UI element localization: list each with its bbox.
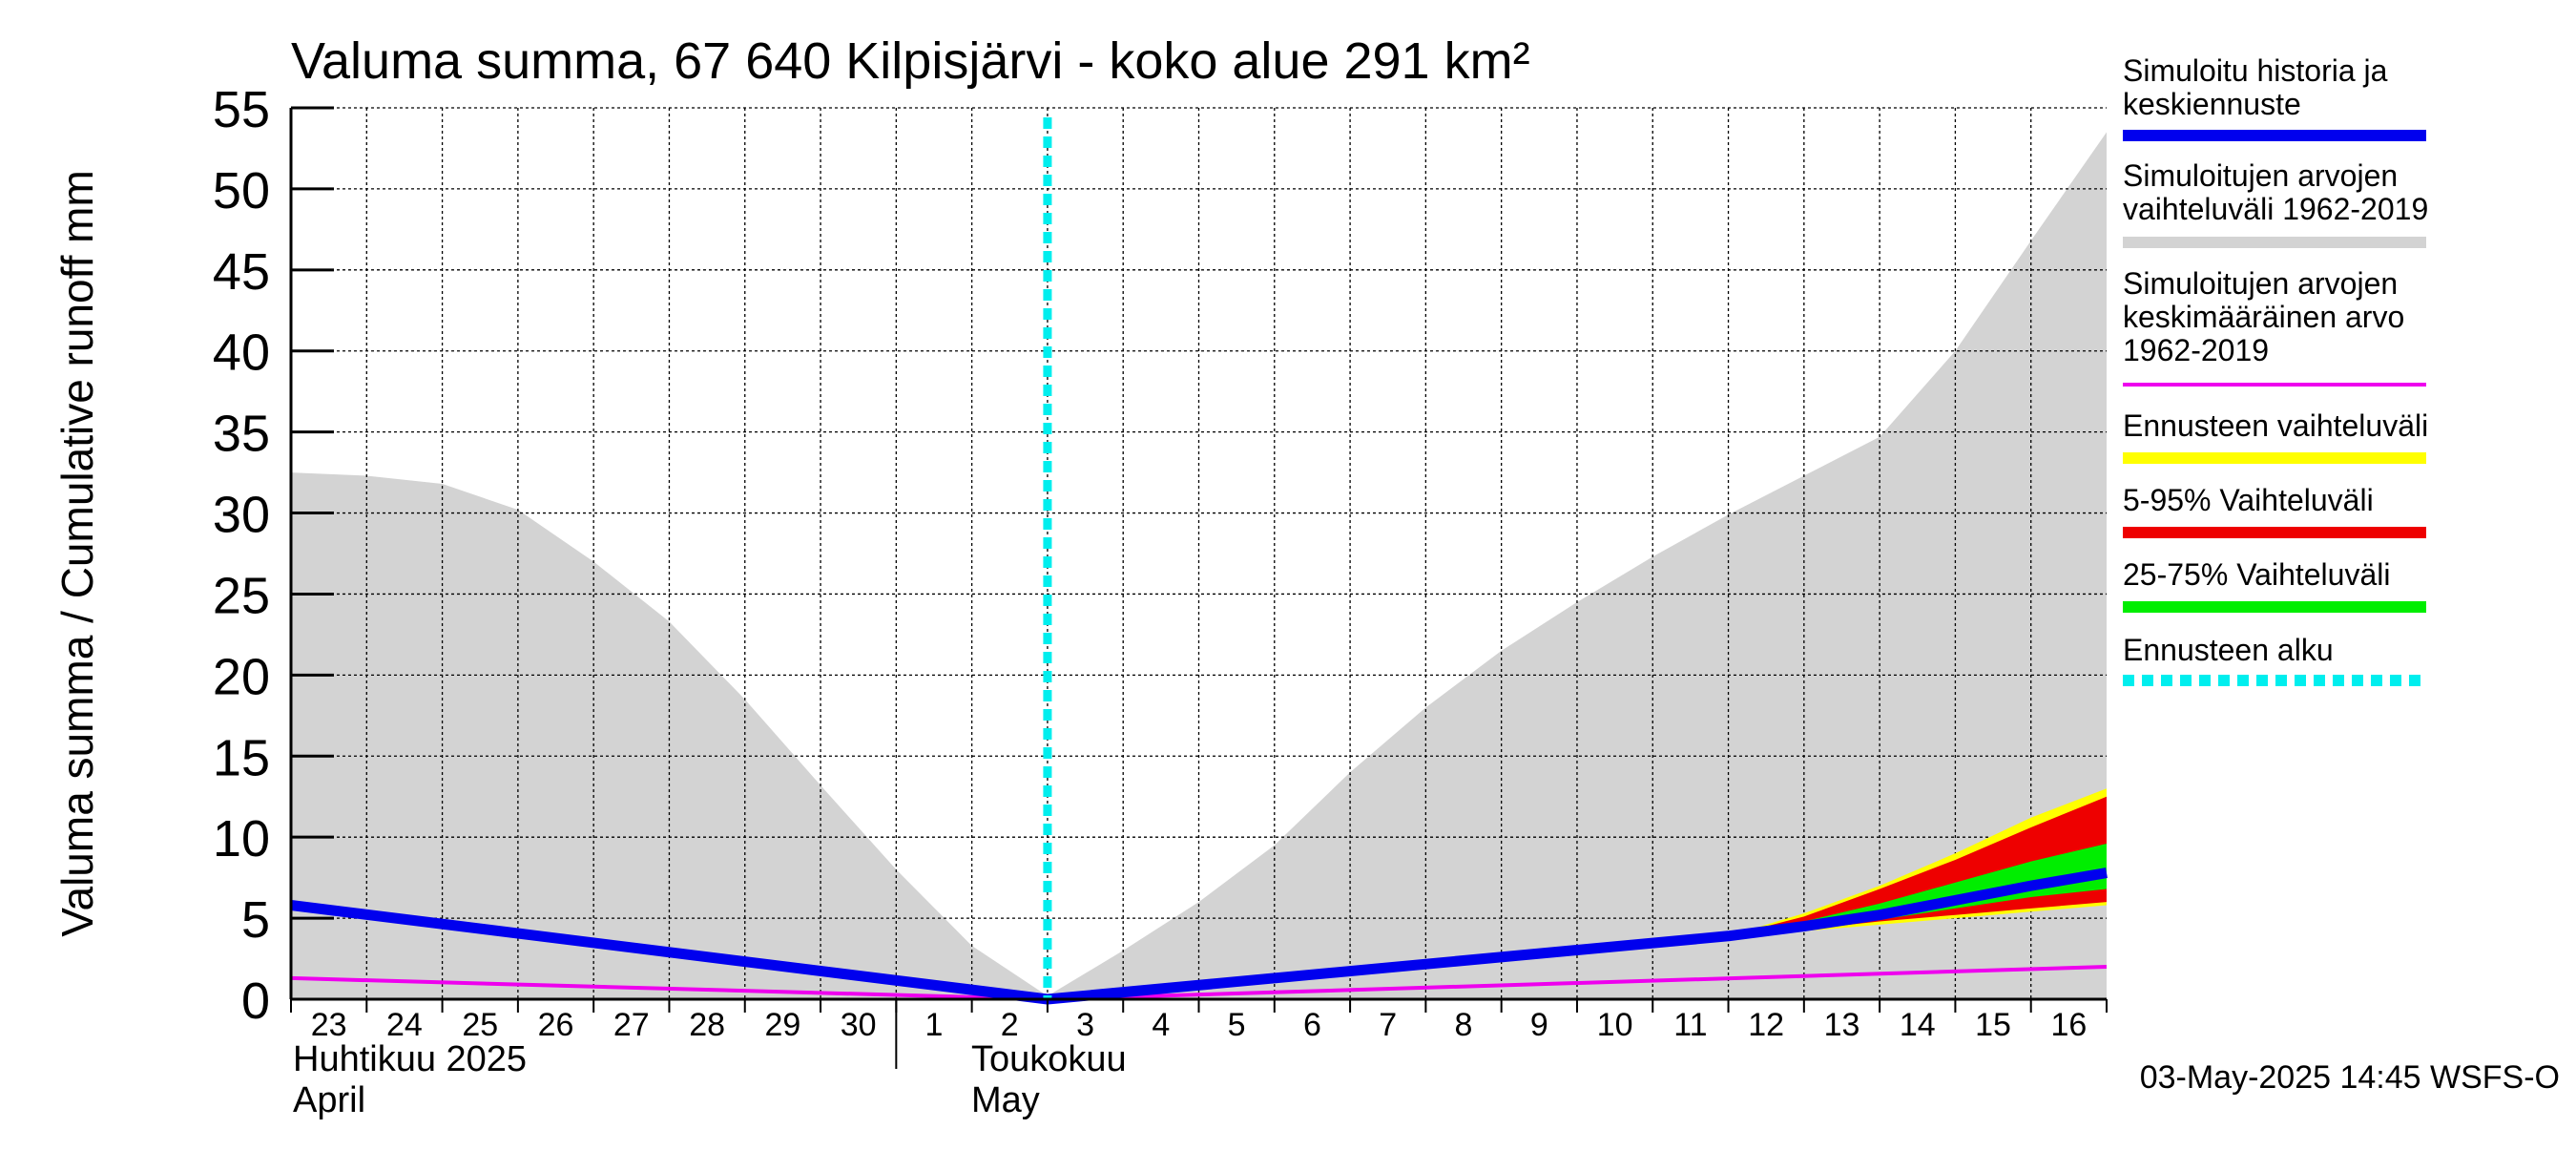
legend-label: Simuloitujen arvojen <box>2123 266 2398 301</box>
y-tick-label: 15 <box>213 729 270 786</box>
y-tick-label: 0 <box>241 972 270 1030</box>
series-line-history <box>290 868 2108 1005</box>
month-label-fi: Toukokuu <box>971 1039 1127 1079</box>
x-tick-label: 30 <box>841 1007 877 1043</box>
x-tick-label: 12 <box>1748 1007 1784 1043</box>
x-tick-label: 15 <box>1975 1007 2011 1043</box>
y-tick-label: 20 <box>213 648 270 705</box>
x-tick-label: 13 <box>1824 1007 1860 1043</box>
x-tick-label: 9 <box>1530 1007 1548 1043</box>
chart-title: Valuma summa, 67 640 Kilpisjärvi - koko … <box>291 32 1530 90</box>
legend-label: Ennusteen alku <box>2123 633 2334 667</box>
legend-label: Ennusteen vaihteluväli <box>2123 408 2428 443</box>
band-p5_95 <box>1728 796 2107 936</box>
legend-label: 5-95% Vaihteluväli <box>2123 483 2374 517</box>
legend-label: 25-75% Vaihteluväli <box>2123 557 2390 592</box>
x-tick-label: 6 <box>1303 1007 1321 1043</box>
y-axis-label: Valuma summa / Cumulative runoff mm <box>52 170 102 937</box>
x-tick-label: 4 <box>1152 1007 1170 1043</box>
legend-label: Simuloitujen arvojen <box>2123 158 2398 193</box>
y-tick-label: 35 <box>213 406 270 463</box>
x-tick-label: 16 <box>2050 1007 2087 1043</box>
x-tick-label: 5 <box>1228 1007 1246 1043</box>
month-label-fi: Huhtikuu 2025 <box>293 1039 527 1079</box>
x-tick-label: 26 <box>538 1007 574 1043</box>
month-label-en: April <box>293 1080 365 1120</box>
x-tick-label: 27 <box>613 1007 650 1043</box>
y-tick-label: 40 <box>213 324 270 382</box>
x-tick-label: 7 <box>1379 1007 1397 1043</box>
y-tick-label: 50 <box>213 162 270 220</box>
y-tick-label: 5 <box>241 891 270 949</box>
band-p25_75 <box>1728 843 2107 936</box>
x-tick-label: 14 <box>1900 1007 1936 1043</box>
x-tick-label: 11 <box>1673 1007 1707 1043</box>
legend-label: vaihteluväli 1962-2019 <box>2123 192 2428 226</box>
y-tick-label: 55 <box>213 81 270 138</box>
legend-label: 1962-2019 <box>2123 333 2269 367</box>
footer-timestamp: 03-May-2025 14:45 WSFS-O <box>2140 1059 2560 1096</box>
legend-label: Simuloitu historia ja <box>2123 53 2388 88</box>
x-tick-label: 8 <box>1455 1007 1473 1043</box>
x-tick-label: 24 <box>386 1007 423 1043</box>
x-tick-label: 25 <box>462 1007 498 1043</box>
x-tick-label: 28 <box>689 1007 725 1043</box>
month-label-en: May <box>971 1080 1040 1120</box>
y-tick-label: 25 <box>213 567 270 624</box>
y-tick-label: 45 <box>213 243 270 301</box>
x-tick-label: 1 <box>925 1007 944 1043</box>
x-tick-label: 3 <box>1076 1007 1094 1043</box>
legend-label: keskimääräinen arvo <box>2123 300 2404 334</box>
x-tick-label: 23 <box>311 1007 347 1043</box>
variation-range-area <box>291 132 2107 1000</box>
y-tick-label: 30 <box>213 487 270 544</box>
legend-label: keskiennuste <box>2123 87 2301 121</box>
x-tick-label: 29 <box>764 1007 800 1043</box>
x-tick-label: 10 <box>1597 1007 1633 1043</box>
x-tick-label: 2 <box>1001 1007 1019 1043</box>
y-tick-label: 10 <box>213 810 270 868</box>
